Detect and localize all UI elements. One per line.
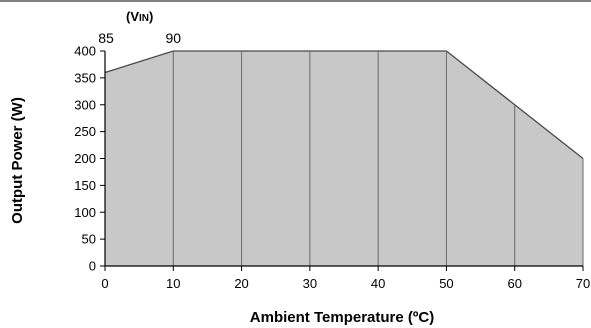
- y-tick-label-200: 200: [74, 151, 96, 166]
- power-curve-line: [104, 50, 584, 160]
- y-axis-title: Output Power (W): [9, 97, 26, 224]
- vin-label-layer: 85 90: [98, 30, 181, 46]
- y-tick-label-400: 400: [74, 44, 96, 59]
- y-tick-label-350: 350: [74, 70, 96, 85]
- y-tick-label-100: 100: [74, 205, 96, 220]
- vin-annotation-title: (VIN): [126, 9, 153, 24]
- area-layer: [104, 50, 584, 266]
- grid-layer: [172, 51, 584, 266]
- x-tick-label-0: 0: [101, 276, 108, 291]
- y-tick-label-0: 0: [89, 259, 96, 274]
- tick-label-layer: 0 50 100 150 200 250 300 350 400 0 10 20 30 40 50 60 70: [74, 44, 590, 292]
- x-axis-title: Ambient Temperature (ºC): [250, 309, 434, 326]
- vin-label-90: 90: [165, 30, 181, 46]
- x-tick-label-60: 60: [507, 276, 521, 291]
- y-tick-label-300: 300: [74, 97, 96, 112]
- x-tick-label-30: 30: [303, 276, 317, 291]
- power-area: [105, 51, 583, 266]
- x-tick-label-10: 10: [166, 276, 180, 291]
- x-tick-label-40: 40: [371, 276, 385, 291]
- x-tick-label-50: 50: [439, 276, 453, 291]
- vin-label-85: 85: [98, 30, 114, 46]
- y-tick-label-50: 50: [82, 232, 96, 247]
- axis-layer: [100, 50, 584, 271]
- y-tick-label-150: 150: [74, 178, 96, 193]
- y-tick-label-250: 250: [74, 124, 96, 139]
- x-tick-label-20: 20: [234, 276, 248, 291]
- x-tick-label-70: 70: [576, 276, 590, 291]
